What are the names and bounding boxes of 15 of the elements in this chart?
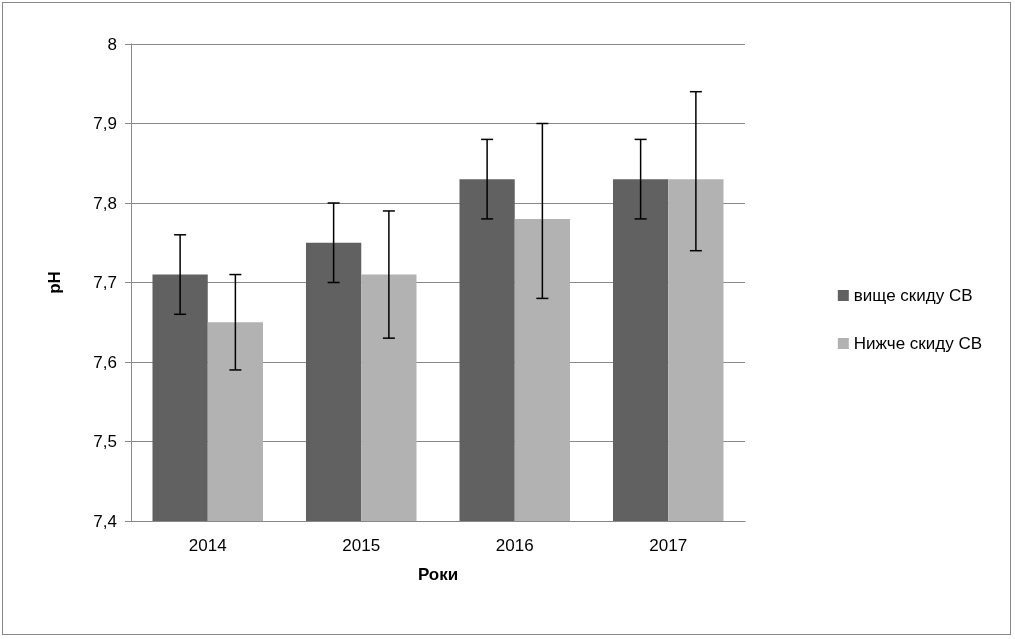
y-tick-label: 7,5 [93,432,117,451]
x-tick-label: 2014 [188,536,227,555]
y-tick-label: 7,7 [93,273,117,292]
legend-label: Нижче скиду СВ [853,334,983,353]
y-tick-label: 7,4 [93,511,117,531]
x-tick-label: 2016 [495,536,534,555]
x-axis-title: Роки [417,565,459,584]
y-tick-label: 7,9 [93,114,117,133]
y-tick-label: 8 [107,34,117,54]
y-axis-title: pH [45,271,64,294]
legend-label: вище скиду СВ [853,286,973,305]
y-tick-label: 7,6 [93,352,117,372]
y-tick-label: 7,8 [93,193,117,213]
x-tick-label: 2015 [342,536,381,555]
x-tick-label: 2017 [649,536,688,555]
